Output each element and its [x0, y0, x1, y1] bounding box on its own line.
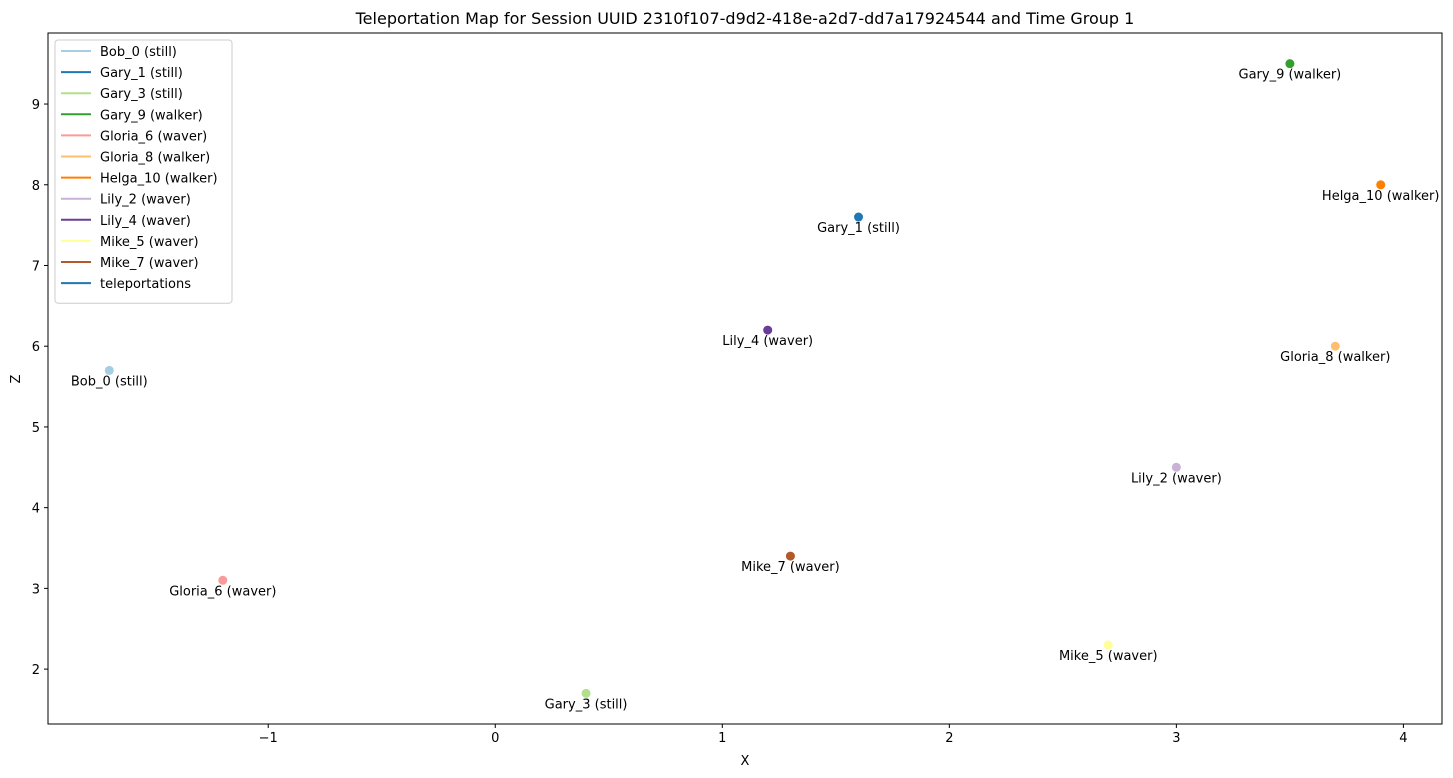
legend-entry-label: Gary_9 (walker) [100, 108, 203, 123]
x-axis-ticks: −1 0 1 2 3 4 [259, 724, 1408, 746]
y-axis-ticks: 2 3 4 5 6 7 8 9 [32, 98, 48, 678]
point-label: Mike_5 (waver) [1059, 649, 1158, 664]
x-tick-label: 1 [718, 731, 726, 746]
data-point [1330, 341, 1340, 351]
data-points [104, 59, 1386, 698]
y-tick-label: 3 [32, 582, 40, 597]
point-label: Lily_4 (waver) [722, 334, 813, 349]
data-point [1103, 640, 1113, 650]
point-label: Helga_10 (walker) [1322, 189, 1440, 204]
point-label: Lily_2 (waver) [1131, 471, 1222, 486]
legend-entry-label: Gary_1 (still) [100, 66, 183, 81]
y-tick-label: 7 [32, 259, 40, 274]
point-label: Gary_3 (still) [545, 697, 628, 712]
point-label: Gloria_8 (walker) [1280, 350, 1390, 365]
y-tick-label: 9 [32, 98, 40, 113]
legend-entry-label: Helga_10 (walker) [100, 172, 218, 187]
y-tick-label: 4 [32, 502, 40, 517]
y-tick-label: 6 [32, 340, 40, 355]
y-tick-label: 8 [32, 179, 40, 194]
x-tick-label: 4 [1399, 731, 1407, 746]
legend-entry-label: Lily_2 (waver) [100, 193, 191, 208]
data-point [1376, 180, 1386, 190]
legend-entry-label: Mike_5 (waver) [100, 235, 199, 250]
x-tick-label: −1 [259, 731, 278, 746]
data-point [763, 325, 773, 335]
chart-title: Teleportation Map for Session UUID 2310f… [355, 9, 1135, 28]
point-label: Mike_7 (waver) [741, 560, 840, 575]
x-tick-label: 0 [491, 731, 499, 746]
data-point [1285, 59, 1295, 69]
data-point [1171, 462, 1181, 472]
legend-entry-label: Gary_3 (still) [100, 87, 183, 102]
legend-box [54, 39, 233, 304]
y-tick-label: 2 [32, 663, 40, 678]
legend-entry-label: Mike_7 (waver) [100, 256, 199, 271]
plot-area-frame [47, 32, 1443, 725]
x-tick-label: 2 [945, 731, 953, 746]
point-label: Gary_1 (still) [817, 221, 900, 236]
legend: Bob_0 (still) Gary_1 (still) Gary_3 (still… [54, 39, 233, 304]
data-point [104, 365, 114, 375]
y-tick-label: 5 [32, 421, 40, 436]
data-point [854, 212, 864, 222]
legend-entry-label: teleportations [100, 277, 191, 292]
data-point [218, 575, 228, 585]
data-point [581, 688, 591, 698]
data-point [785, 551, 795, 561]
point-label: Bob_0 (still) [71, 374, 148, 389]
point-labels: Bob_0 (still) Gary_1 (still) Gary_3 (still… [71, 68, 1440, 713]
point-label: Gary_9 (walker) [1239, 68, 1342, 83]
x-tick-label: 3 [1172, 731, 1180, 746]
legend-entry-label: Gloria_6 (waver) [100, 129, 207, 144]
x-axis-label: X [741, 754, 750, 769]
legend-entry-label: Lily_4 (waver) [100, 214, 191, 229]
legend-entry-label: Gloria_8 (walker) [100, 151, 210, 166]
point-label: Gloria_6 (waver) [169, 584, 276, 599]
legend-entry-label: Bob_0 (still) [100, 45, 177, 60]
y-axis-label: Z [9, 374, 24, 383]
